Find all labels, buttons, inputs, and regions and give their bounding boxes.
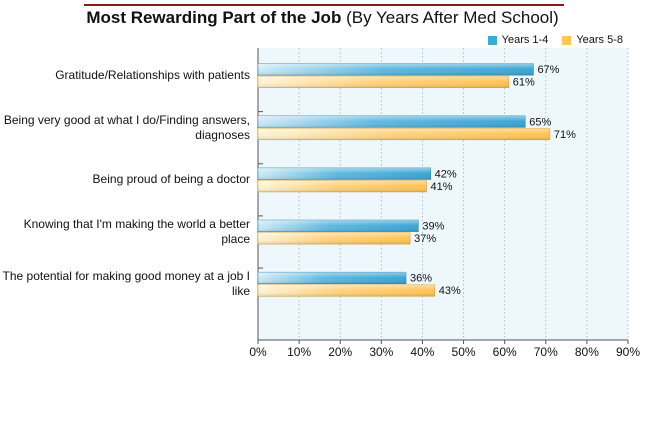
- data-label: 65%: [529, 116, 551, 128]
- data-label: 42%: [435, 168, 457, 180]
- category-label: The potential for making good money at a…: [2, 269, 250, 299]
- x-tick-label: 40%: [410, 345, 434, 359]
- bar-shading: [258, 76, 509, 88]
- legend-item-years-1-4: Years 1-4: [487, 34, 549, 46]
- x-tick-label: 80%: [575, 345, 599, 359]
- legend-swatch-years-5-8: [562, 35, 572, 45]
- x-tick-label: 90%: [616, 345, 640, 359]
- data-label: 39%: [422, 221, 444, 233]
- data-label: 43%: [439, 285, 461, 297]
- data-label: 67%: [537, 64, 559, 76]
- category-label: Being proud of being a doctor: [92, 172, 250, 187]
- chart-title-sub: (By Years After Med School): [346, 8, 559, 27]
- data-label: 36%: [410, 273, 432, 285]
- chart-title-main: Most Rewarding Part of the Job: [86, 8, 342, 27]
- legend-label-years-1-4: Years 1-4: [501, 34, 549, 46]
- bar-shading: [258, 284, 435, 297]
- bar-shading: [258, 220, 419, 232]
- bar-shading: [258, 128, 550, 140]
- bar-shading: [258, 180, 427, 192]
- x-tick-label: 30%: [369, 345, 393, 359]
- title-rule: [84, 4, 564, 6]
- legend-item-years-5-8: Years 5-8: [562, 34, 623, 46]
- bar-shading: [258, 63, 534, 76]
- x-tick-label: 70%: [534, 345, 558, 359]
- data-label: 41%: [431, 181, 453, 193]
- category-label: Knowing that I'm making the world a bett…: [23, 217, 250, 247]
- x-tick-label: 10%: [287, 345, 311, 359]
- x-tick-label: 50%: [452, 345, 476, 359]
- data-label: 37%: [414, 233, 436, 245]
- chart-title: Most Rewarding Part of the Job (By Years…: [0, 8, 645, 28]
- category-label: Gratitude/Relationships with patients: [55, 68, 250, 83]
- x-tick-label: 0%: [249, 345, 267, 359]
- bar-shading: [258, 115, 526, 128]
- category-label: Being very good at what I do/Finding ans…: [3, 112, 250, 142]
- legend: Years 1-4 Years 5-8: [487, 34, 623, 46]
- x-tick-label: 20%: [328, 345, 352, 359]
- legend-swatch-years-1-4: [487, 35, 497, 45]
- data-label: 61%: [513, 77, 535, 89]
- data-label: 71%: [554, 129, 576, 141]
- bar-shading: [258, 167, 431, 180]
- legend-label-years-5-8: Years 5-8: [576, 34, 623, 46]
- x-tick-label: 60%: [493, 345, 517, 359]
- bar-shading: [258, 232, 411, 245]
- bar-shading: [258, 272, 406, 284]
